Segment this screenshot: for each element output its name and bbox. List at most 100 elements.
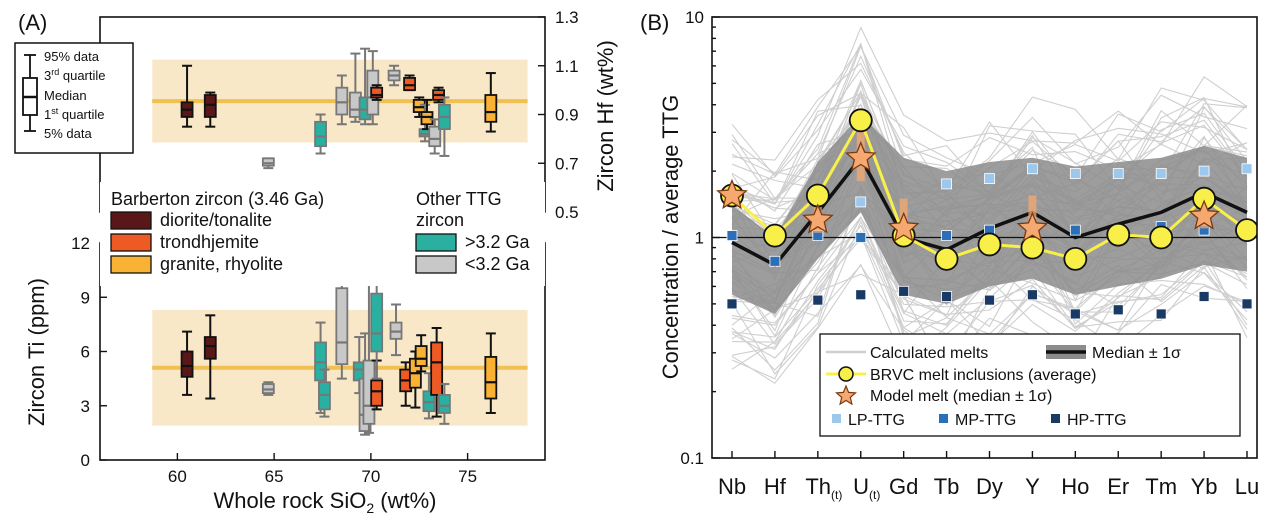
hp-ttg-marker	[984, 294, 995, 306]
model-melt-marker	[1188, 199, 1220, 230]
hf-box	[203, 91, 217, 128]
hf-box	[387, 64, 401, 87]
ree-xtick-label: U(t)	[853, 474, 880, 502]
lp-ttg-marker	[1198, 165, 1210, 177]
calculated-melt-line	[731, 62, 1248, 193]
model-melt-marker	[716, 178, 748, 210]
hp-ttg-marker	[726, 298, 738, 310]
hf-ylabel: Zircon Hf (wt%)	[593, 40, 618, 192]
lp-ttg-marker	[1241, 163, 1253, 175]
ti-iqr	[335, 287, 349, 366]
hf-box	[403, 74, 416, 92]
legend-model-marker	[835, 384, 857, 406]
ti-ytick-label: 9	[81, 288, 90, 307]
ti-ytick-label: 12	[71, 234, 90, 253]
sio2-xtick-label: 75	[458, 467, 477, 486]
lp-ttg-marker	[941, 178, 952, 190]
legend-lp: LP-TTG	[848, 412, 905, 429]
hf-iqr	[203, 94, 217, 118]
calculated-melt-line	[731, 44, 1248, 240]
lp-ttg-marker	[1155, 168, 1167, 179]
panel-b-legend: Calculated melts Median ± 1σ BRVC melt i…	[819, 333, 1241, 437]
legend-mp: MP-TTG	[955, 412, 1016, 429]
lp-ttg-marker	[984, 173, 995, 184]
ree-ylabel: Concentration / average TTG	[658, 95, 683, 380]
lp-ttg-marker	[1027, 163, 1038, 175]
hp-ttg-marker	[1198, 291, 1210, 302]
sio2-xtick-label: 65	[265, 467, 284, 486]
hp-ttg-marker	[898, 285, 910, 297]
mp-ttg-marker	[726, 230, 738, 242]
model-melt-marker	[801, 203, 834, 234]
hp-ttg-marker	[941, 291, 952, 302]
bvrc-marker	[934, 246, 959, 271]
hf-iqr	[484, 94, 498, 123]
calculated-melt-line	[731, 104, 1248, 219]
hf-iqr	[370, 86, 384, 99]
hp-ttg-marker	[1027, 289, 1038, 301]
box-key: 95% data 3rd quartile Median 1st quartil…	[14, 42, 134, 154]
legend-hp-swatch	[1051, 414, 1060, 423]
ti-box	[318, 368, 331, 418]
hf-box	[428, 118, 442, 155]
legend-trondhjemite: trondhjemite	[160, 232, 259, 252]
bvrc-marker	[848, 108, 873, 133]
ti-box	[430, 326, 444, 418]
ti-ytick-label: 6	[81, 343, 90, 362]
legend-a-bg	[100, 182, 545, 286]
hf-box	[261, 157, 275, 170]
calculated-melt-line	[731, 238, 1248, 372]
model-melt-marker	[887, 211, 920, 242]
legend-median: Median ± 1σ	[1092, 345, 1181, 362]
ree-ytick-label: 1	[695, 229, 704, 248]
ti-box	[484, 332, 498, 414]
mp-ttg-marker	[769, 255, 781, 267]
ti-iqr	[370, 292, 384, 353]
hp-ttg-marker	[1112, 304, 1124, 316]
legend-diorite: diorite/tonalite	[160, 210, 272, 230]
swatch-ttg-young	[415, 255, 457, 274]
ti-box	[399, 361, 413, 407]
ti-box	[389, 303, 403, 357]
legend-other-title-2: zircon	[416, 210, 464, 230]
hf-plot: 0.5 0.7 0.9 1.1 1.3 Zircon Hf (wt%)	[99, 8, 618, 222]
legend-other-title-1: Other TTG	[416, 189, 502, 209]
hf-box	[335, 74, 349, 126]
key-q3: 3rd quartile	[44, 67, 106, 83]
hf-iqr	[314, 120, 327, 148]
ti-box	[414, 334, 428, 373]
legend-hp: HP-TTG	[1067, 412, 1127, 429]
legend-mp-swatch	[939, 414, 948, 423]
sio2-xlabel: Whole rock SiO2 (wt%)	[214, 488, 437, 516]
legend-b-frame	[819, 333, 1241, 437]
lp-ttg-marker	[1069, 168, 1081, 179]
hf-box	[370, 84, 384, 101]
hf-ytick-label: 0.7	[555, 154, 579, 173]
legend-ttg-old: >3.2 Ga	[465, 232, 531, 252]
ti-iqr	[437, 393, 451, 414]
hp-ttg-marker	[855, 289, 867, 301]
key-95: 95% data	[44, 49, 100, 64]
hf-box	[437, 96, 451, 157]
ree-xtick-label: Nb	[718, 474, 746, 499]
bvrc-marker	[1149, 225, 1174, 250]
hf-box	[314, 113, 327, 155]
bvrc-marker	[763, 223, 787, 248]
ti-iqr	[430, 341, 444, 396]
lp-ttg-marker	[855, 196, 867, 208]
ti-box	[261, 381, 275, 396]
hf-ytick-label: 1.3	[555, 8, 579, 27]
hp-ttg-marker	[1069, 308, 1081, 320]
hf-iqr	[428, 125, 442, 148]
ti-box	[437, 383, 451, 425]
ree-xtick-label: Tm	[1145, 474, 1177, 499]
legend-barberton-title: Barberton zircon (3.46 Ga)	[111, 189, 324, 209]
legend-lp-swatch	[832, 414, 841, 423]
bvrc-marker	[1063, 246, 1088, 271]
swatch-trondhjemite	[110, 233, 152, 252]
hf-iqr	[412, 98, 426, 113]
ree-xtick-label: Yb	[1191, 474, 1218, 499]
bvrc-marker	[977, 232, 1002, 257]
ree-ytick-label: 10	[685, 8, 704, 27]
